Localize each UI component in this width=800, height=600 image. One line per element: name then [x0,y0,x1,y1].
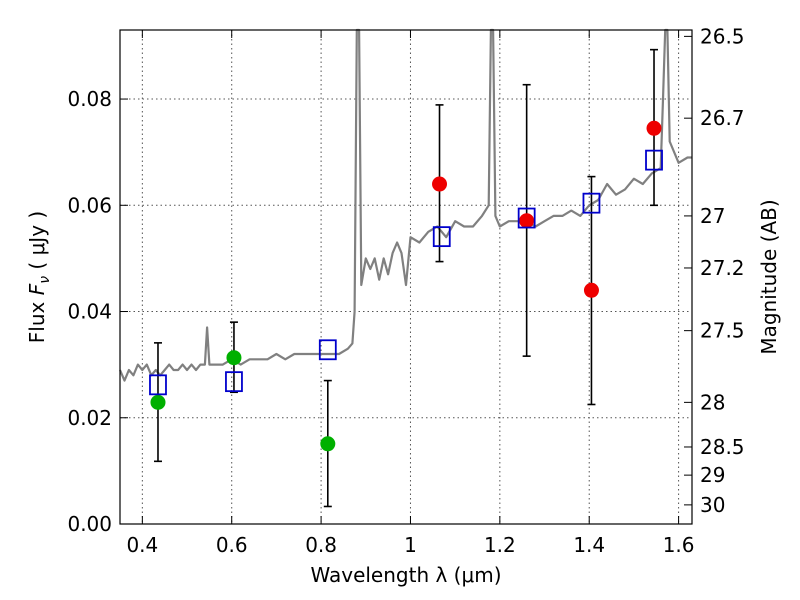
y-axis-label-subscript: ν [37,276,53,284]
model-square [318,339,337,361]
y-tick-label: 0.08 [67,87,112,111]
model-square [225,371,243,393]
data-markers [149,120,663,452]
y2-tick-label: 26.7 [700,106,745,130]
y-axis-label-pre: Flux [25,295,49,343]
x-tick-label: 1.2 [484,533,516,557]
model-square [432,226,451,248]
y-axis-label-symbol: F [25,283,49,295]
spectrum-line [118,28,692,382]
plot-frame [119,29,693,525]
data-point [519,213,535,229]
model-square [517,207,536,229]
y2-tick-label: 27.2 [700,256,745,280]
model-spectrum [118,28,692,382]
y2-axis-label: Magnitude (AB) [757,199,781,354]
model-square [582,192,601,214]
y-tick-label: 0.02 [67,406,112,430]
y-tick-label: 0.04 [67,300,112,324]
data-point [320,436,336,452]
x-axis-label: Wavelength λ (μm) [310,563,501,587]
y2-tick-label: 28.5 [700,435,745,459]
x-tick-label: 1.6 [663,533,695,557]
model-square [149,374,167,396]
y2-tick-label: 29 [700,463,725,487]
grid [120,30,692,524]
data-point [583,282,599,298]
data-point [646,120,662,136]
y2-tick-label: 27.5 [700,319,745,343]
data-point [226,350,242,366]
y-tick-label: 0.00 [67,512,112,536]
y-tick-label: 0.06 [67,193,112,217]
x-tick-label: 0.6 [216,533,248,557]
y2-tick-label: 28 [700,390,725,414]
x-tick-label: 1 [404,533,417,557]
y2-tick-label: 30 [700,493,725,517]
y-axis-label: Flux Fν ( μJy ) [25,211,53,343]
x-tick-label: 0.4 [126,533,158,557]
x-tick-label: 0.8 [305,533,337,557]
data-point [432,176,448,192]
model-square [645,149,663,171]
axis-ticks: 0.4 0.6 0.8 1 1.2 1.4 1.6 0.00 0.02 0.04 0.06 0.08 2… [67,24,744,557]
x-tick-label: 1.4 [573,533,605,557]
y2-tick-label: 26.5 [700,24,745,48]
data-point [150,394,166,410]
y2-tick-label: 27 [700,204,725,228]
y-axis-label-post: ( μJy ) [25,211,49,276]
